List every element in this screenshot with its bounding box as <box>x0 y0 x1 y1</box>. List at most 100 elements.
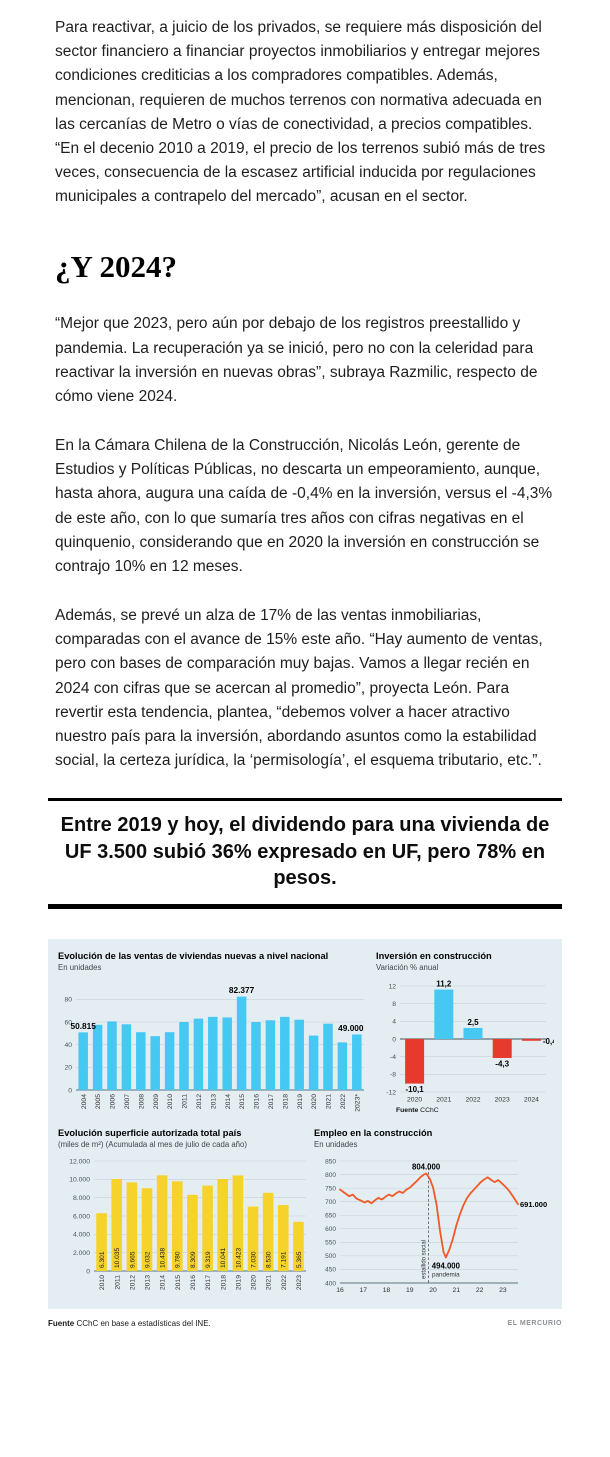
svg-text:9.032: 9.032 <box>144 1251 151 1268</box>
svg-text:2023: 2023 <box>495 1097 510 1104</box>
inversion-bar-chart: -12 -8 -4 0 4 8 12 2020 -10,1 2021 11,2 2022 2,5 2023… <box>386 980 554 1104</box>
svg-text:2021: 2021 <box>436 1097 451 1104</box>
svg-text:12.000: 12.000 <box>69 1158 90 1165</box>
svg-text:2017: 2017 <box>205 1275 212 1290</box>
source-text: CChC en base a estadísticas del INE. <box>76 1318 211 1328</box>
paragraph-razmilic: “Mejor que 2023, pero aún por debajo de … <box>55 315 538 405</box>
chart-row-top: Evolución de las ventas de viviendas nue… <box>58 951 554 1116</box>
svg-text:2011: 2011 <box>182 1094 189 1109</box>
svg-text:2012: 2012 <box>196 1094 203 1109</box>
svg-text:0: 0 <box>68 1088 72 1095</box>
svg-text:2020: 2020 <box>407 1097 422 1104</box>
svg-text:2018: 2018 <box>220 1275 227 1290</box>
chart-source-label: Fuente <box>396 1107 419 1115</box>
svg-text:20: 20 <box>64 1065 72 1072</box>
divider-bottom <box>48 904 562 910</box>
paragraph-cchc: En la Cámara Chilena de la Construcción,… <box>55 437 553 575</box>
svg-text:2019: 2019 <box>297 1094 304 1109</box>
svg-text:2021: 2021 <box>266 1275 273 1290</box>
svg-text:23: 23 <box>499 1287 507 1294</box>
svg-text:82.377: 82.377 <box>229 985 255 995</box>
source-line: Fuente CChC en base a estadísticas del I… <box>48 1319 211 1328</box>
svg-text:2014: 2014 <box>225 1094 232 1109</box>
svg-text:400: 400 <box>325 1280 336 1287</box>
svg-text:2022: 2022 <box>340 1094 347 1109</box>
svg-text:0: 0 <box>86 1268 90 1275</box>
svg-text:6.301: 6.301 <box>99 1251 106 1268</box>
svg-text:700: 700 <box>325 1199 336 1206</box>
svg-text:10.000: 10.000 <box>69 1177 90 1184</box>
svg-text:2014: 2014 <box>160 1275 167 1290</box>
svg-text:10.438: 10.438 <box>160 1247 167 1268</box>
svg-text:5.365: 5.365 <box>296 1251 303 1268</box>
svg-text:-4: -4 <box>390 1054 396 1061</box>
svg-text:2016: 2016 <box>254 1094 261 1109</box>
chart-title-superficie: Evolución superficie autorizada total pa… <box>58 1128 242 1139</box>
svg-text:2013: 2013 <box>210 1094 217 1109</box>
svg-text:2024: 2024 <box>524 1097 539 1104</box>
svg-text:2017: 2017 <box>268 1094 275 1109</box>
svg-text:11,2: 11,2 <box>436 980 452 989</box>
source-label: Fuente <box>48 1318 75 1328</box>
chart-source-text: CChC <box>420 1107 439 1115</box>
svg-text:-4,3: -4,3 <box>495 1060 509 1069</box>
svg-text:691.000: 691.000 <box>520 1200 547 1209</box>
svg-text:-8: -8 <box>390 1072 396 1079</box>
svg-text:-12: -12 <box>386 1090 396 1097</box>
svg-text:18: 18 <box>383 1287 391 1294</box>
svg-text:550: 550 <box>325 1239 336 1246</box>
svg-text:2013: 2013 <box>145 1275 152 1290</box>
svg-text:650: 650 <box>325 1212 336 1219</box>
chart-superficie-autorizada: Evolución superficie autorizada total pa… <box>58 1128 310 1297</box>
svg-text:2020: 2020 <box>251 1275 258 1290</box>
svg-text:8.000: 8.000 <box>73 1195 90 1202</box>
svg-text:7.030: 7.030 <box>250 1251 257 1268</box>
svg-text:21: 21 <box>453 1287 461 1294</box>
chart-subtitle-ventas: En unidades <box>58 963 102 973</box>
svg-text:16: 16 <box>336 1287 344 1294</box>
svg-text:2009: 2009 <box>153 1094 160 1109</box>
svg-text:9.665: 9.665 <box>129 1251 136 1268</box>
svg-text:60: 60 <box>64 1020 72 1027</box>
svg-text:2022: 2022 <box>281 1275 288 1290</box>
chart-source-inversion: Fuente CChC <box>396 1107 554 1114</box>
svg-text:2010: 2010 <box>99 1275 106 1290</box>
svg-text:20: 20 <box>429 1287 437 1294</box>
svg-text:17: 17 <box>359 1287 367 1294</box>
svg-text:50.815: 50.815 <box>71 1021 97 1031</box>
chart-inversion-construccion: Inversión en construcción Variación % an… <box>376 951 554 1116</box>
svg-text:600: 600 <box>325 1226 336 1233</box>
svg-text:10.041: 10.041 <box>220 1247 227 1268</box>
svg-text:22: 22 <box>476 1287 484 1294</box>
svg-text:49.000: 49.000 <box>338 1023 364 1033</box>
svg-text:10.035: 10.035 <box>114 1247 121 1268</box>
svg-text:850: 850 <box>325 1158 336 1165</box>
svg-text:8.309: 8.309 <box>190 1251 197 1268</box>
svg-text:2015: 2015 <box>175 1275 182 1290</box>
svg-text:2005: 2005 <box>95 1094 102 1109</box>
svg-text:2006: 2006 <box>110 1094 117 1109</box>
svg-text:2,5: 2,5 <box>467 1018 479 1027</box>
chart-row-bottom: Evolución superficie autorizada total pa… <box>58 1128 554 1297</box>
svg-text:750: 750 <box>325 1185 336 1192</box>
svg-text:2022: 2022 <box>465 1097 480 1104</box>
svg-text:9.780: 9.780 <box>175 1251 182 1268</box>
svg-text:-10,1: -10,1 <box>405 1085 424 1094</box>
svg-text:2.000: 2.000 <box>73 1250 90 1257</box>
svg-text:500: 500 <box>325 1253 336 1260</box>
section-heading: ¿Y 2024? <box>55 249 177 285</box>
svg-text:estallido social: estallido social <box>421 1240 427 1279</box>
pull-quote-block: Entre 2019 y hoy, el dividendo para una … <box>48 798 562 910</box>
svg-text:2019: 2019 <box>235 1275 242 1290</box>
svg-text:2015: 2015 <box>239 1094 246 1109</box>
infographic-footer: Fuente CChC en base a estadísticas del I… <box>48 1319 562 1328</box>
svg-text:800: 800 <box>325 1172 336 1179</box>
pull-quote: Entre 2019 y hoy, el dividendo para una … <box>60 814 550 890</box>
svg-text:7.191: 7.191 <box>281 1251 288 1268</box>
svg-text:2020: 2020 <box>311 1094 318 1109</box>
svg-text:2012: 2012 <box>129 1275 136 1290</box>
svg-text:494.000: 494.000 <box>432 1261 461 1270</box>
article-body: Para reactivar, a juicio de los privados… <box>55 19 553 769</box>
